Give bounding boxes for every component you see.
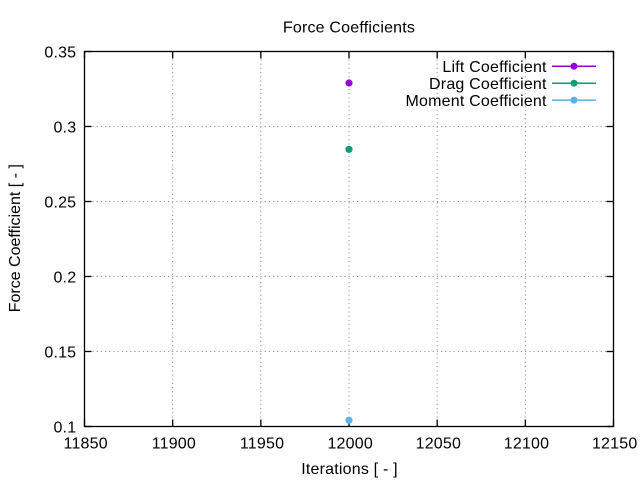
svg-text:Force Coefficients: Force Coefficients: [283, 19, 415, 36]
svg-text:12100: 12100: [504, 435, 550, 452]
svg-text:0.35: 0.35: [44, 45, 76, 62]
svg-text:11950: 11950: [240, 435, 284, 452]
svg-text:Moment Coefficient: Moment Coefficient: [406, 93, 548, 110]
svg-text:0.25: 0.25: [44, 195, 76, 212]
svg-text:Lift Coefficient: Lift Coefficient: [442, 59, 547, 76]
svg-text:12150: 12150: [592, 435, 638, 452]
svg-text:0.2: 0.2: [53, 270, 76, 287]
svg-text:Iterations [ - ]: Iterations [ - ]: [301, 461, 398, 478]
svg-text:0.15: 0.15: [44, 345, 76, 362]
svg-text:Force Coefficient [ - ]: Force Coefficient [ - ]: [7, 164, 24, 312]
svg-text:12050: 12050: [416, 435, 462, 452]
svg-text:0.3: 0.3: [53, 120, 76, 137]
svg-text:11850: 11850: [64, 435, 108, 452]
svg-text:11900: 11900: [152, 435, 196, 452]
svg-text:Drag Coefficient: Drag Coefficient: [429, 76, 547, 93]
svg-text:12000: 12000: [327, 435, 373, 452]
svg-text:0.1: 0.1: [53, 420, 76, 437]
